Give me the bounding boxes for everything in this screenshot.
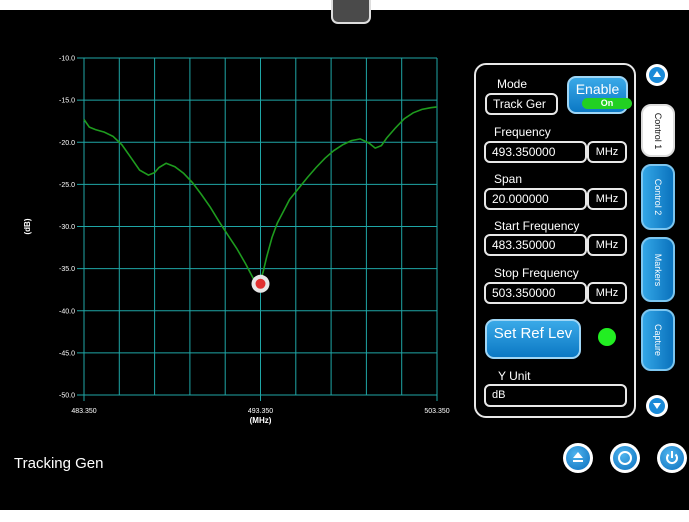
x-axis-label: (MHz) <box>250 416 272 425</box>
x-tick-label: 483.350 <box>71 408 96 415</box>
tab-markers[interactable]: Markers <box>641 237 675 302</box>
enable-button[interactable]: Enable On <box>567 76 632 114</box>
home-button[interactable] <box>610 443 640 473</box>
control-panel <box>474 63 636 418</box>
set-ref-level-button[interactable]: Set Ref Lev <box>485 319 581 359</box>
y-unit-field[interactable]: dB <box>484 384 627 407</box>
tab-markers-label: Markers <box>653 253 663 286</box>
marker-dot <box>255 278 266 289</box>
app-title: Tracking Gen <box>14 455 104 472</box>
y-axis-label: (dB) <box>23 218 32 234</box>
set-ref-level-label: Set Ref Lev <box>493 325 573 342</box>
circle-icon <box>613 446 637 470</box>
marker-point[interactable] <box>251 274 270 293</box>
tracking-gen-chart: -10.0 -15.0 -20.0 -25.0 -30.0 -35.0 -40.0 -45.0… <box>23 56 450 426</box>
span-unit[interactable]: MHz <box>587 188 627 210</box>
eject-button[interactable] <box>563 443 593 473</box>
tab-control-1[interactable]: Control 1 <box>641 104 675 157</box>
y-tick-label: -40.0 <box>59 308 75 315</box>
span-field[interactable]: 20.000000 <box>484 188 587 210</box>
y-tick-label: -20.0 <box>59 140 75 147</box>
y-tick-label: -25.0 <box>59 182 75 189</box>
x-tick-label: 493.350 <box>248 408 273 415</box>
enable-state-badge: On <box>582 98 632 109</box>
stop-frequency-unit[interactable]: MHz <box>587 282 627 304</box>
frequency-label: Frequency <box>494 125 551 139</box>
tab-control-2-label: Control 2 <box>653 178 663 216</box>
scroll-down-button[interactable] <box>646 395 668 417</box>
frequency-unit[interactable]: MHz <box>587 141 627 163</box>
start-frequency-unit[interactable]: MHz <box>587 234 627 256</box>
y-tick-label: -45.0 <box>59 350 75 357</box>
tab-capture[interactable]: Capture <box>641 309 675 371</box>
tab-control-2[interactable]: Control 2 <box>641 164 675 230</box>
y-tick-label: -10.0 <box>59 56 75 63</box>
frequency-field[interactable]: 493.350000 <box>484 141 587 163</box>
enable-label: Enable <box>575 81 620 97</box>
ref-level-status-indicator <box>598 328 616 346</box>
power-button[interactable] <box>657 443 687 473</box>
x-tick-label: 503.350 <box>424 408 449 415</box>
mode-field[interactable]: Track Ger <box>485 93 558 115</box>
y-tick-label: -30.0 <box>59 224 75 231</box>
scroll-up-button[interactable] <box>646 64 668 86</box>
start-frequency-field[interactable]: 483.350000 <box>484 234 587 256</box>
start-frequency-label: Start Frequency <box>494 219 580 233</box>
eject-icon <box>566 446 590 470</box>
y-unit-label: Y Unit <box>498 369 531 383</box>
top-pulldown-handle[interactable] <box>331 0 371 24</box>
span-label: Span <box>494 172 523 186</box>
chevron-up-icon <box>649 67 665 83</box>
chart-grid <box>83 57 438 396</box>
chevron-down-icon <box>649 398 665 414</box>
y-tick-label: -15.0 <box>59 98 75 105</box>
power-icon <box>660 446 684 470</box>
chart-ticks: -10.0 -15.0 -20.0 -25.0 -30.0 -35.0 -40.0 -45.0… <box>59 56 450 416</box>
tab-capture-label: Capture <box>653 323 663 357</box>
stop-frequency-label: Stop Frequency <box>494 266 579 280</box>
mode-label: Mode <box>497 77 528 91</box>
y-tick-label: -50.0 <box>59 393 75 400</box>
tab-control-1-label: Control 1 <box>653 112 663 149</box>
y-tick-label: -35.0 <box>59 266 75 273</box>
bottom-bezel <box>0 510 689 522</box>
stop-frequency-field[interactable]: 503.350000 <box>484 282 587 304</box>
